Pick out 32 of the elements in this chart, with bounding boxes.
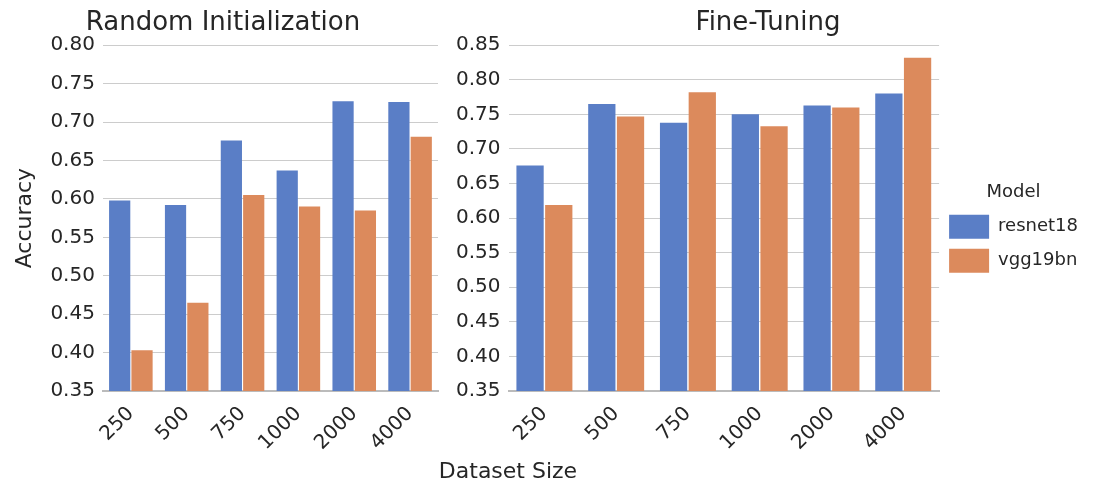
y-tick-label: 0.55 xyxy=(50,223,95,248)
y-tick-label: 0.60 xyxy=(456,204,501,229)
y-tick-label: 0.35 xyxy=(456,377,501,402)
y-tick-label: 0.75 xyxy=(50,69,95,94)
x-tick-label: 750 xyxy=(651,400,696,445)
y-tick-label: 0.65 xyxy=(456,169,501,194)
y-tick-label: 0.40 xyxy=(456,342,501,367)
chart-title: Fine-Tuning xyxy=(695,6,841,37)
legend-title: Model xyxy=(986,179,1041,201)
x-tick-label: 500 xyxy=(149,400,194,445)
y-tick-label: 0.70 xyxy=(50,108,95,133)
y-tick-label: 0.80 xyxy=(456,65,501,90)
y-tick-label: 0.45 xyxy=(456,308,501,333)
legend-label: vgg19bn xyxy=(998,248,1078,270)
y-tick-label: 0.75 xyxy=(456,100,501,125)
y-tick-label: 0.70 xyxy=(456,135,501,160)
x-tick-label: 250 xyxy=(507,400,552,445)
y-tick-label: 0.85 xyxy=(456,31,501,56)
y-tick-label: 0.45 xyxy=(50,300,95,325)
y-tick-label: 0.55 xyxy=(456,238,501,263)
y-tick-label: 0.50 xyxy=(50,261,95,286)
y-axis-title: Accuracy xyxy=(10,167,36,269)
x-tick-label: 250 xyxy=(94,400,139,445)
legend-label: resnet18 xyxy=(998,214,1078,236)
y-tick-label: 0.35 xyxy=(50,377,95,402)
x-axis-title: Dataset Size xyxy=(437,458,579,483)
y-tick-label: 0.40 xyxy=(50,338,95,363)
x-tick-label: 750 xyxy=(205,400,250,445)
x-tick-label: 500 xyxy=(579,400,624,445)
y-tick-label: 0.65 xyxy=(50,146,95,171)
y-tick-label: 0.60 xyxy=(50,185,95,210)
y-tick-label: 0.50 xyxy=(456,273,501,298)
